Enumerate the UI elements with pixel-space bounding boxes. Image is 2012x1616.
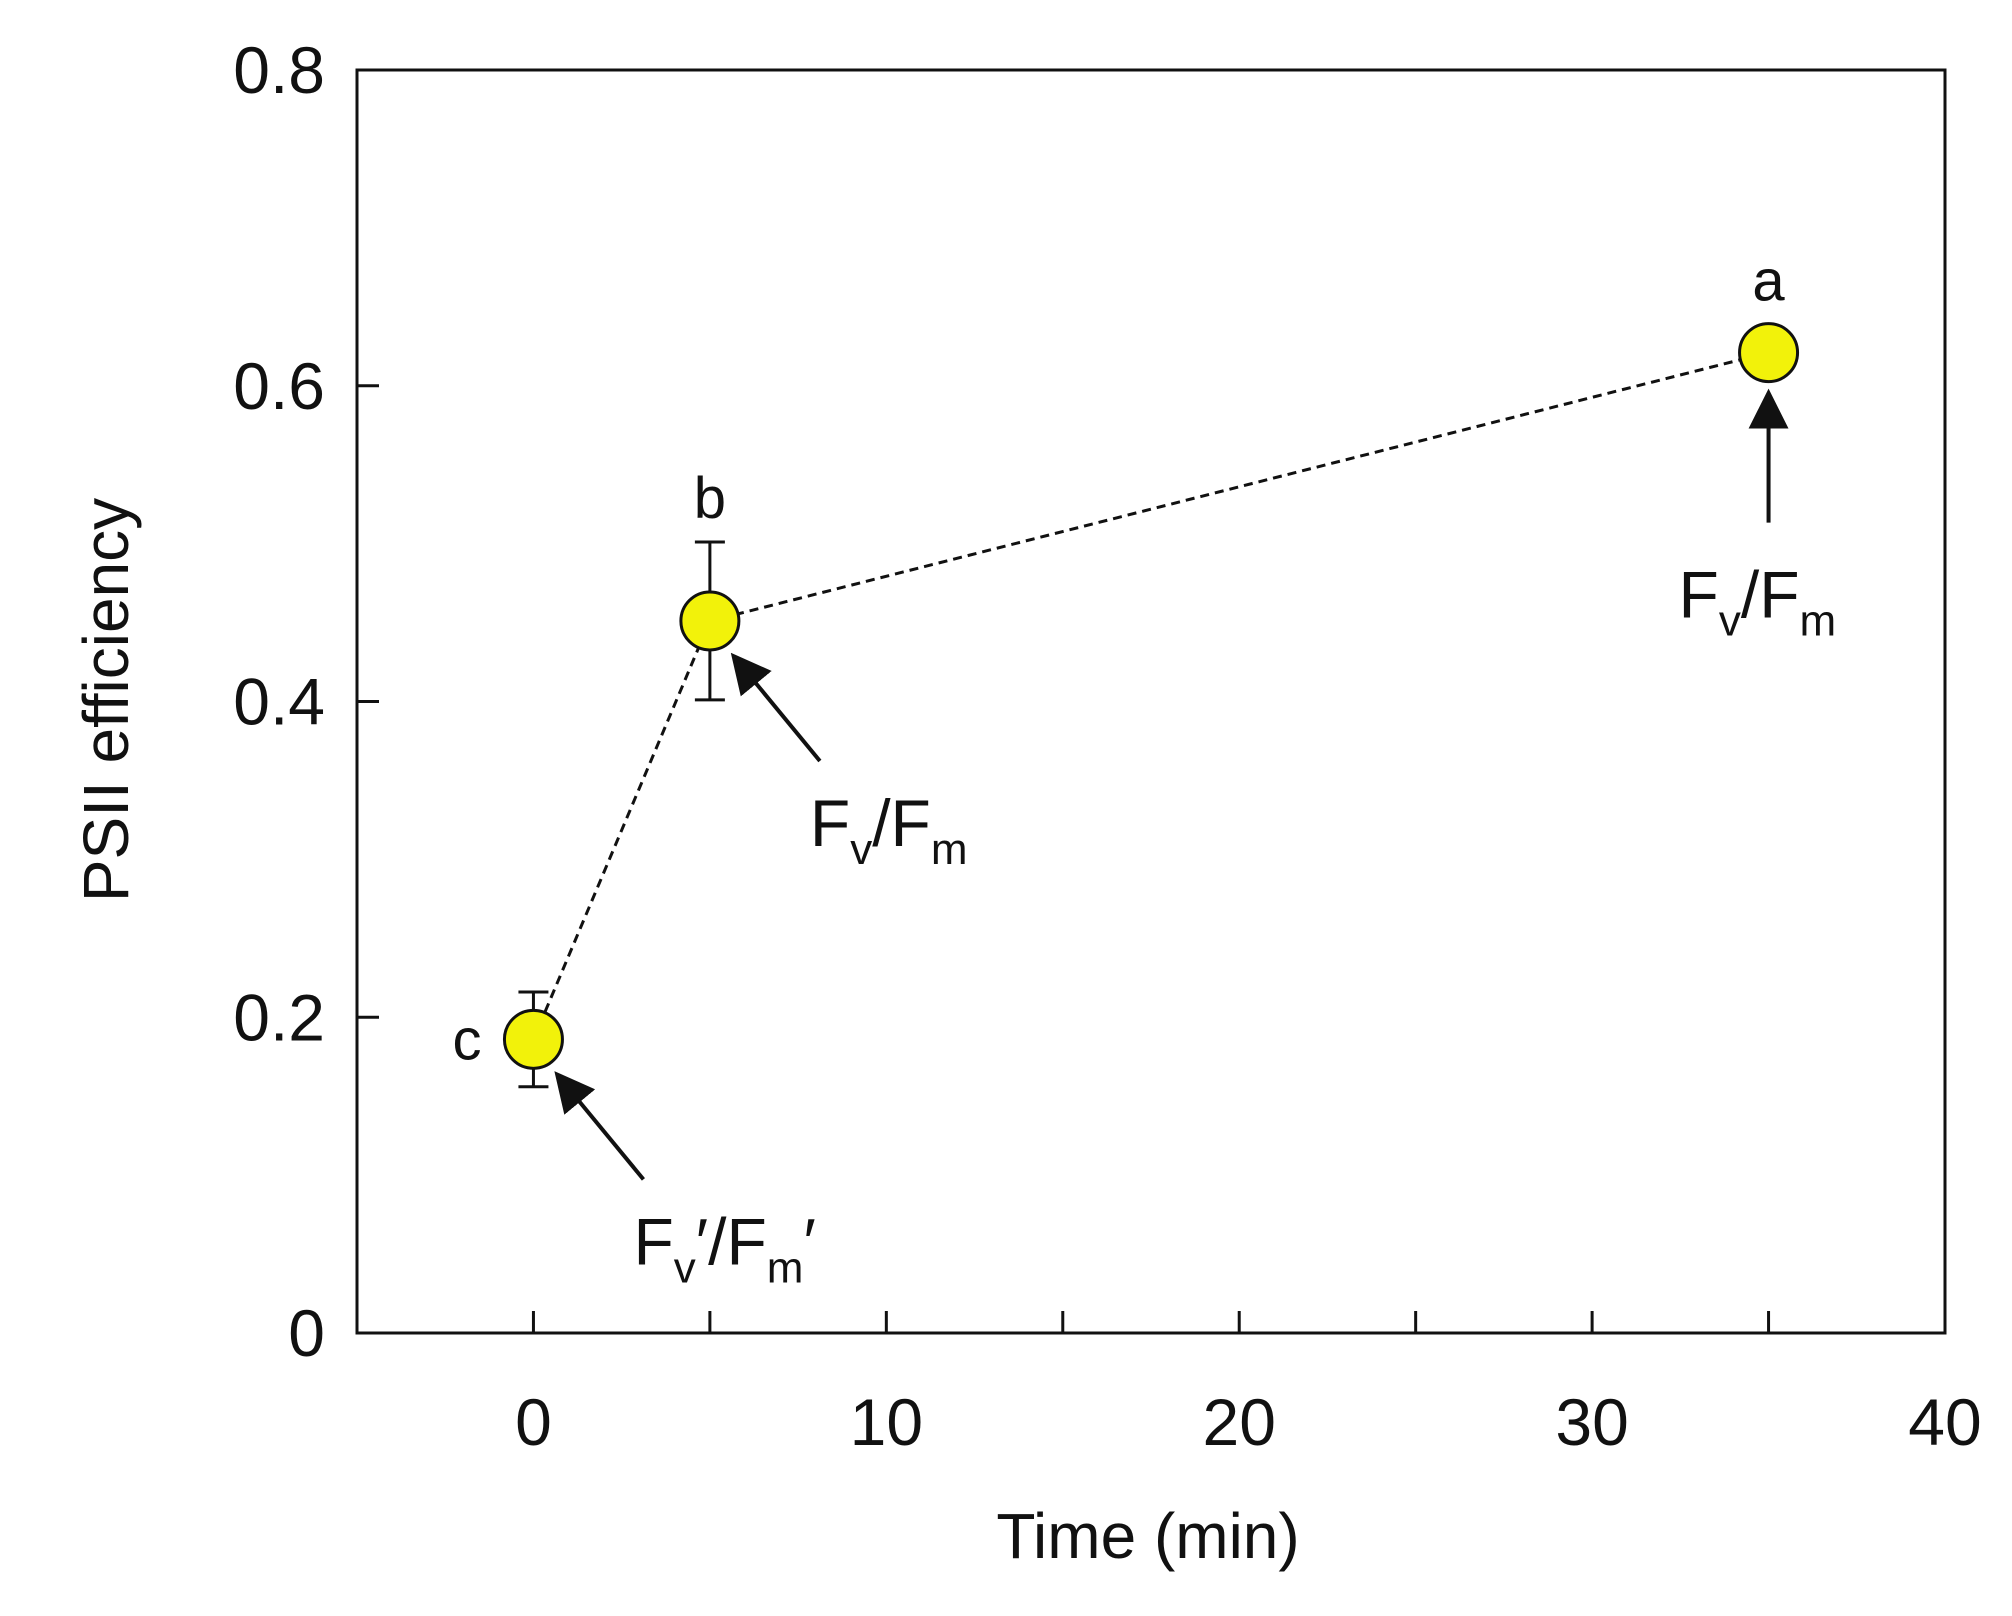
x-tick-label: 10	[850, 1385, 923, 1459]
y-tick-label: 0.4	[233, 665, 325, 739]
y-tick-label: 0.2	[233, 980, 325, 1054]
annotation-text: /F	[872, 786, 931, 860]
y-axis-label: PSII efficiency	[70, 498, 142, 902]
annotation-text: F	[810, 786, 850, 860]
annotation-subscript: v	[1719, 597, 1741, 646]
annotation-text: ′	[803, 1204, 815, 1278]
significance-letter: a	[1752, 249, 1785, 314]
annotation-subscript: m	[767, 1243, 804, 1292]
plot-frame	[355, 68, 1947, 1335]
annotation-subscript: m	[931, 825, 968, 874]
annotation-arrow	[730, 652, 822, 763]
annotation-label: Fv/Fm	[810, 786, 968, 874]
annotation-text: ′/F	[696, 1204, 767, 1278]
annotation-subscript: v	[674, 1243, 696, 1292]
data-point	[679, 590, 741, 652]
data-point	[502, 1008, 564, 1070]
x-tick-label: 30	[1555, 1385, 1628, 1459]
x-tick-label: 40	[1908, 1385, 1981, 1459]
x-axis-label: Time (min)	[996, 1500, 1299, 1572]
annotation-subscript: v	[850, 825, 872, 874]
annotation-text: F	[1679, 558, 1719, 632]
annotation-subscript: m	[1800, 597, 1837, 646]
x-tick-label: 0	[515, 1385, 552, 1459]
series-line	[532, 351, 1769, 1040]
x-axis: 0 10 20 30 40	[515, 1311, 1982, 1459]
annotation-text: F	[633, 1204, 673, 1278]
annotation-label: Fv/Fm	[1679, 558, 1837, 646]
x-tick-label: 20	[1203, 1385, 1276, 1459]
annotation-text: /F	[1741, 558, 1800, 632]
y-tick-label: 0	[288, 1296, 325, 1370]
y-tick-label: 0.8	[233, 33, 325, 107]
series: c b a	[452, 249, 1800, 1089]
data-point	[1738, 322, 1800, 384]
annotation-label: Fv′/Fm′	[633, 1204, 815, 1292]
y-axis: 0 0.2 0.4 0.6 0.8	[233, 33, 379, 1370]
y-tick-label: 0.6	[233, 349, 325, 423]
significance-letter: c	[452, 1007, 481, 1072]
significance-letter: b	[694, 466, 726, 531]
annotation-arrow	[554, 1071, 645, 1181]
